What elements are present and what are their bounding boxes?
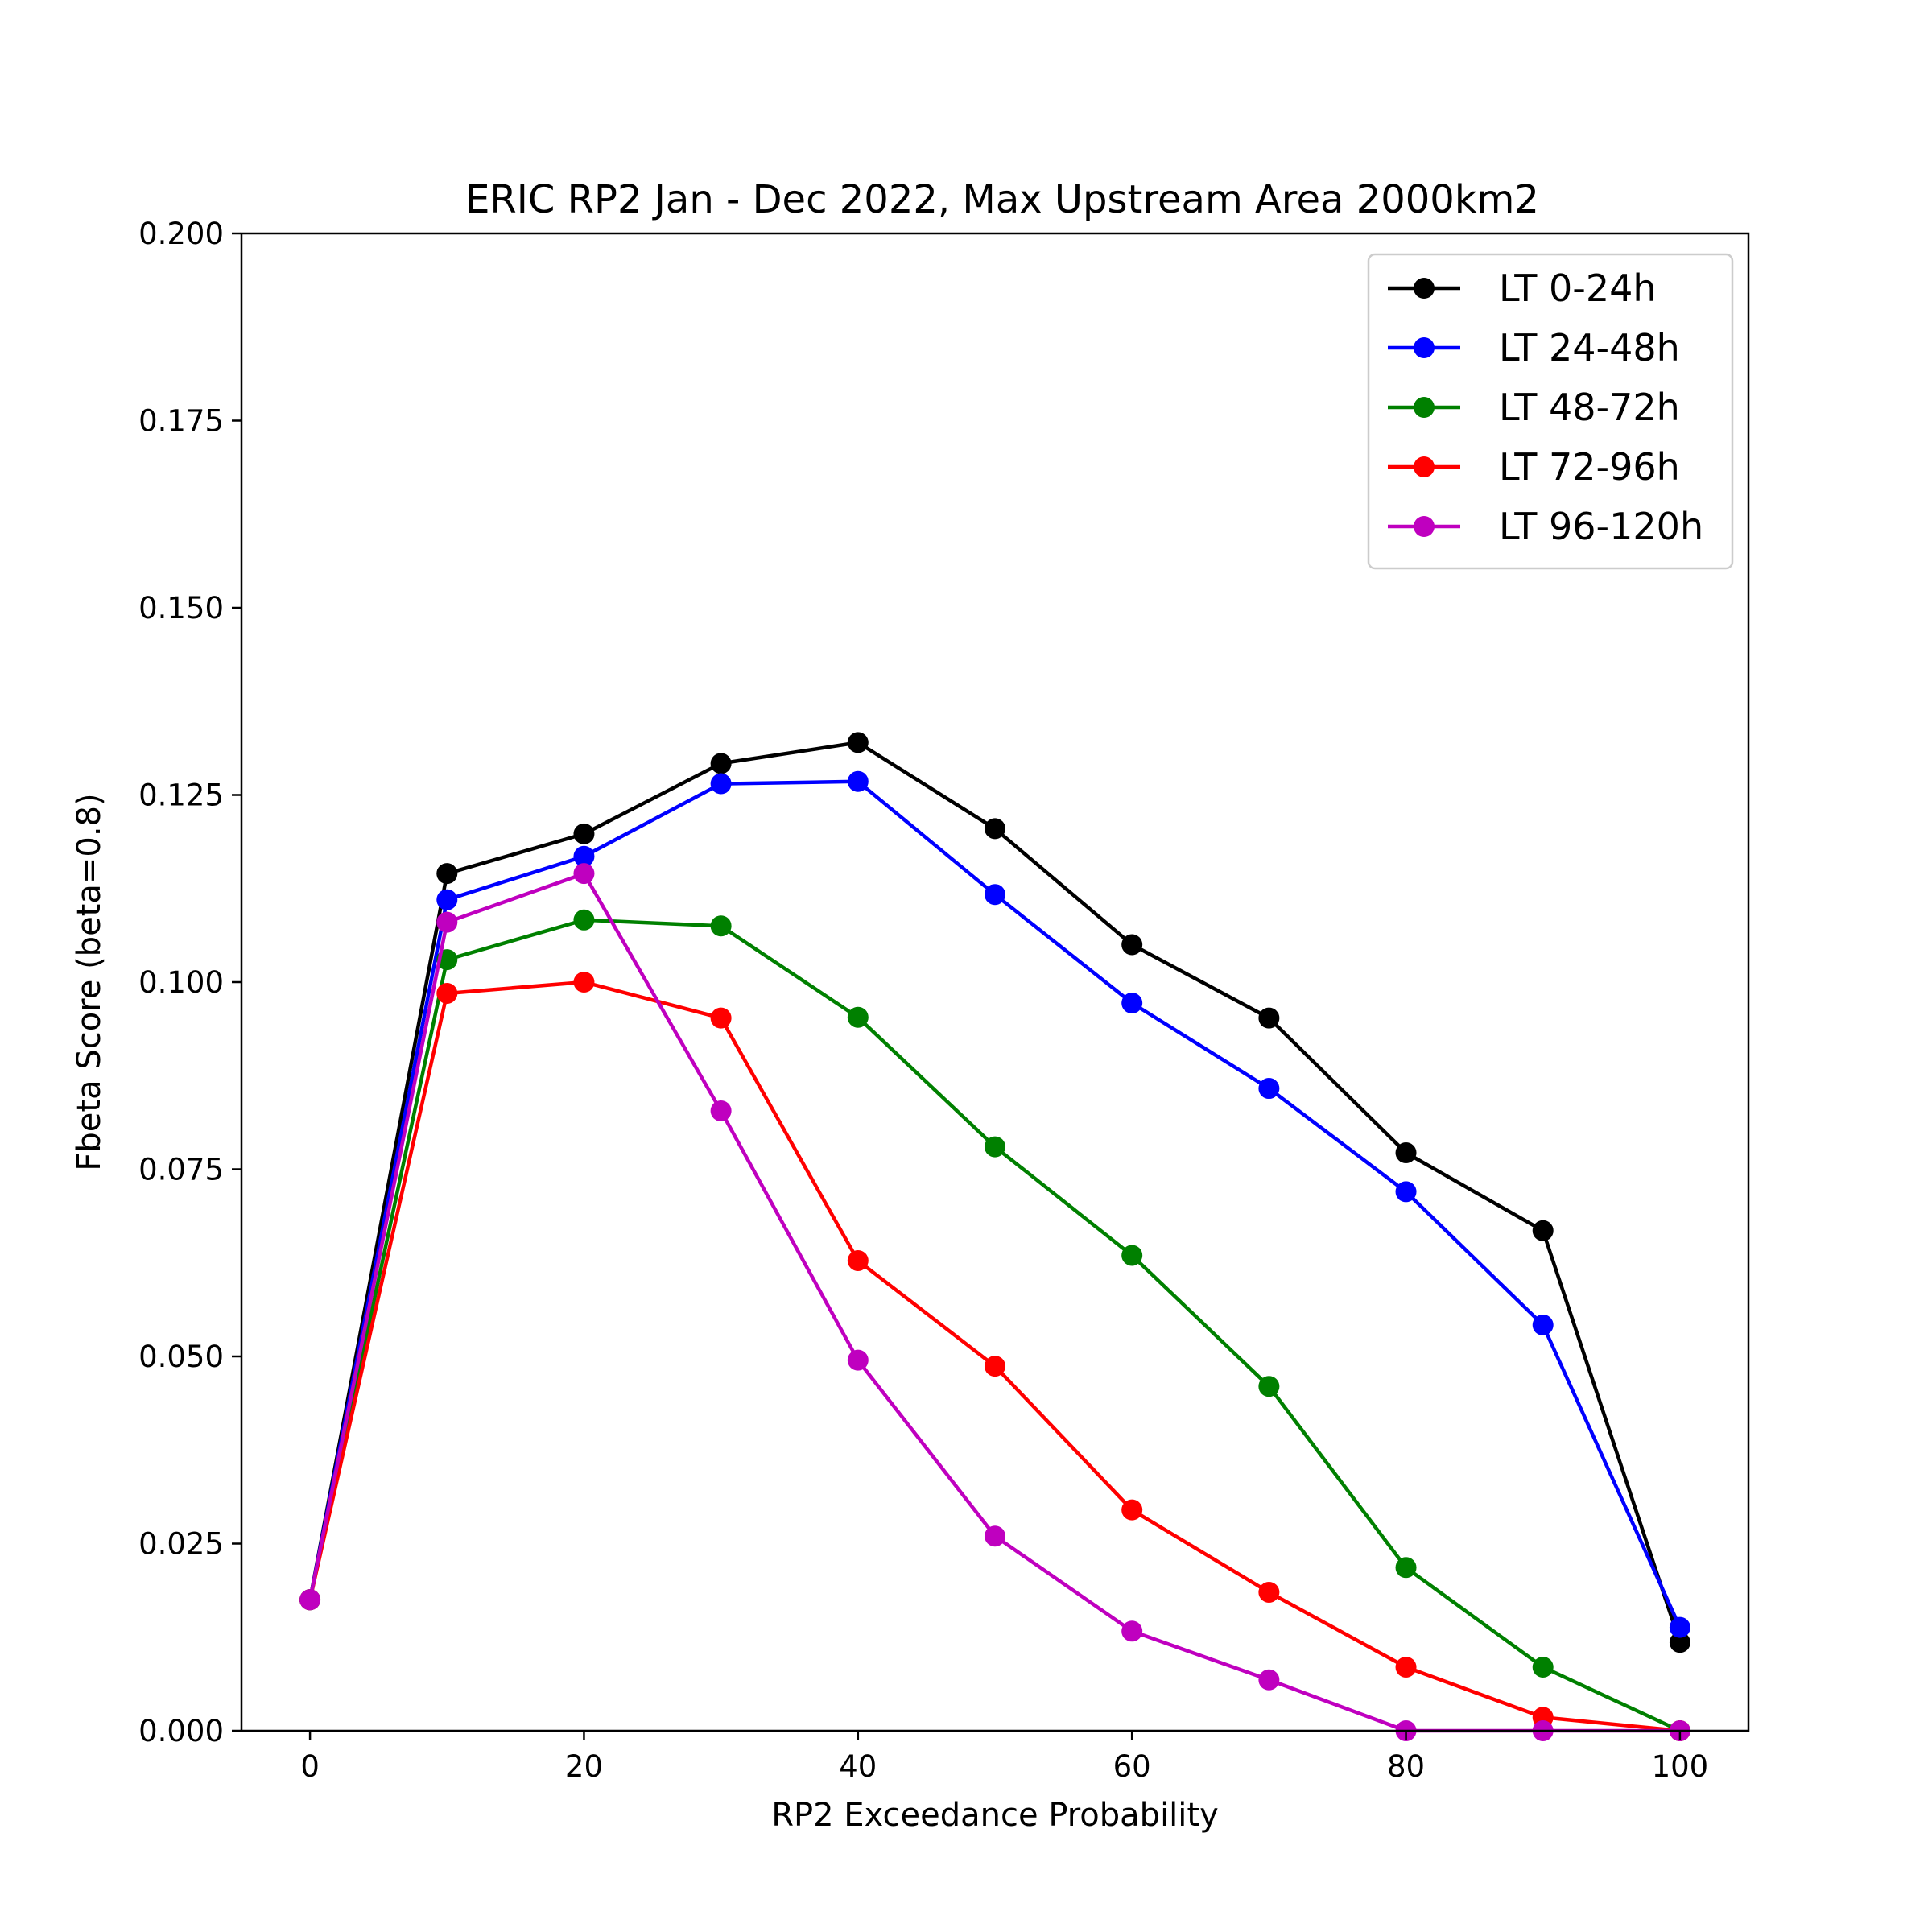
- x-axis-label: RP2 Exceedance Probability: [771, 1797, 1219, 1834]
- data-point: [1532, 1220, 1554, 1241]
- y-axis: 0.000 0.025 0.050 0.075 0.100 0.125 0.150 0.175…: [138, 217, 242, 1748]
- series-line-3: [308, 918, 1681, 1733]
- data-point: [573, 863, 595, 885]
- data-point: [1121, 993, 1143, 1014]
- data-point: [1395, 1656, 1417, 1678]
- legend-marker: [1414, 516, 1435, 537]
- y-tick-label: 0.025: [138, 1527, 224, 1562]
- data-point: [436, 982, 458, 1004]
- series-line-2: [308, 779, 1682, 1629]
- data-point: [985, 1136, 1005, 1158]
- legend-marker: [1414, 337, 1435, 358]
- x-tick-label: 0: [300, 1749, 320, 1784]
- data-point: [1669, 1632, 1690, 1653]
- y-tick-label: 0.050: [138, 1340, 224, 1374]
- series-line-5: [308, 871, 1680, 1733]
- y-tick-label: 0.075: [138, 1153, 224, 1187]
- data-point: [436, 863, 458, 885]
- data-point: [1669, 1616, 1690, 1638]
- data-point: [710, 1100, 732, 1121]
- legend-marker: [1414, 278, 1435, 299]
- legend-item[interactable]: LT 0-24h: [1388, 266, 1657, 310]
- data-point: [1532, 1656, 1554, 1678]
- data-point: [1121, 1499, 1143, 1521]
- y-tick-label: 0.000: [138, 1714, 224, 1748]
- legend-label: LT 0-24h: [1499, 266, 1657, 310]
- data-point: [1258, 1078, 1280, 1100]
- data-point: [1121, 934, 1143, 956]
- y-tick-label: 0.125: [138, 778, 224, 813]
- x-tick-label: 40: [839, 1749, 877, 1784]
- legend-label: LT 72-96h: [1499, 445, 1680, 489]
- data-point: [1258, 1669, 1280, 1690]
- data-point: [985, 884, 1005, 906]
- data-point: [436, 911, 458, 933]
- data-point: [1258, 1376, 1280, 1397]
- data-point: [1258, 1581, 1280, 1603]
- legend-box: [1367, 253, 1734, 570]
- data-point: [710, 773, 732, 795]
- y-axis-label: Fbeta Score (beta=0.8): [71, 793, 108, 1170]
- data-point: [573, 909, 595, 931]
- legend-item[interactable]: LT 24-48h: [1388, 326, 1680, 369]
- legend-item[interactable]: LT 96-120h: [1388, 505, 1703, 548]
- data-point: [1121, 1620, 1143, 1642]
- data-point: [985, 1525, 1005, 1547]
- data-point: [1121, 1245, 1143, 1266]
- y-tick-label: 0.100: [138, 965, 224, 1000]
- x-tick-label: 60: [1113, 1749, 1151, 1784]
- x-tick-label: 100: [1652, 1749, 1709, 1784]
- legend-marker: [1414, 456, 1435, 477]
- data-point: [299, 1589, 321, 1611]
- data-point: [847, 1006, 869, 1028]
- data-point: [985, 818, 1005, 840]
- data-point: [573, 845, 595, 867]
- x-axis: 0 20 40 60 80 100: [300, 1731, 1708, 1784]
- x-tick-label: 80: [1387, 1749, 1425, 1784]
- legend-label: LT 24-48h: [1499, 326, 1680, 369]
- data-point: [1532, 1314, 1554, 1335]
- legend-item[interactable]: LT 48-72h: [1388, 386, 1680, 429]
- data-point: [1258, 1007, 1280, 1029]
- data-point: [710, 1007, 732, 1029]
- y-tick-label: 0.200: [138, 217, 224, 251]
- plot-area: [299, 732, 1690, 1741]
- y-tick-label: 0.150: [138, 591, 224, 625]
- data-point: [847, 770, 869, 792]
- data-point: [847, 1349, 869, 1371]
- legend[interactable]: LT 0-24h LT 24-48h LT 48-72h LT 72-96h LT 96…: [1367, 253, 1734, 570]
- y-tick-label: 0.175: [138, 404, 224, 439]
- data-point: [1395, 1181, 1417, 1203]
- x-tick-label: 20: [565, 1749, 603, 1784]
- legend-item[interactable]: LT 72-96h: [1388, 445, 1680, 489]
- data-point: [847, 732, 869, 753]
- legend-marker: [1414, 397, 1435, 418]
- data-point: [573, 972, 595, 993]
- data-point: [573, 823, 595, 844]
- chart-title: ERIC RP2 Jan - Dec 2022, Max Upstream Ar…: [465, 177, 1539, 222]
- legend-label: LT 96-120h: [1499, 505, 1703, 548]
- data-point: [847, 1249, 869, 1271]
- data-point: [1395, 1142, 1417, 1164]
- data-point: [985, 1356, 1005, 1377]
- data-point: [710, 915, 732, 937]
- data-point: [1395, 1557, 1417, 1579]
- data-point: [436, 889, 458, 910]
- legend-label: LT 48-72h: [1499, 386, 1680, 429]
- data-point: [710, 753, 732, 774]
